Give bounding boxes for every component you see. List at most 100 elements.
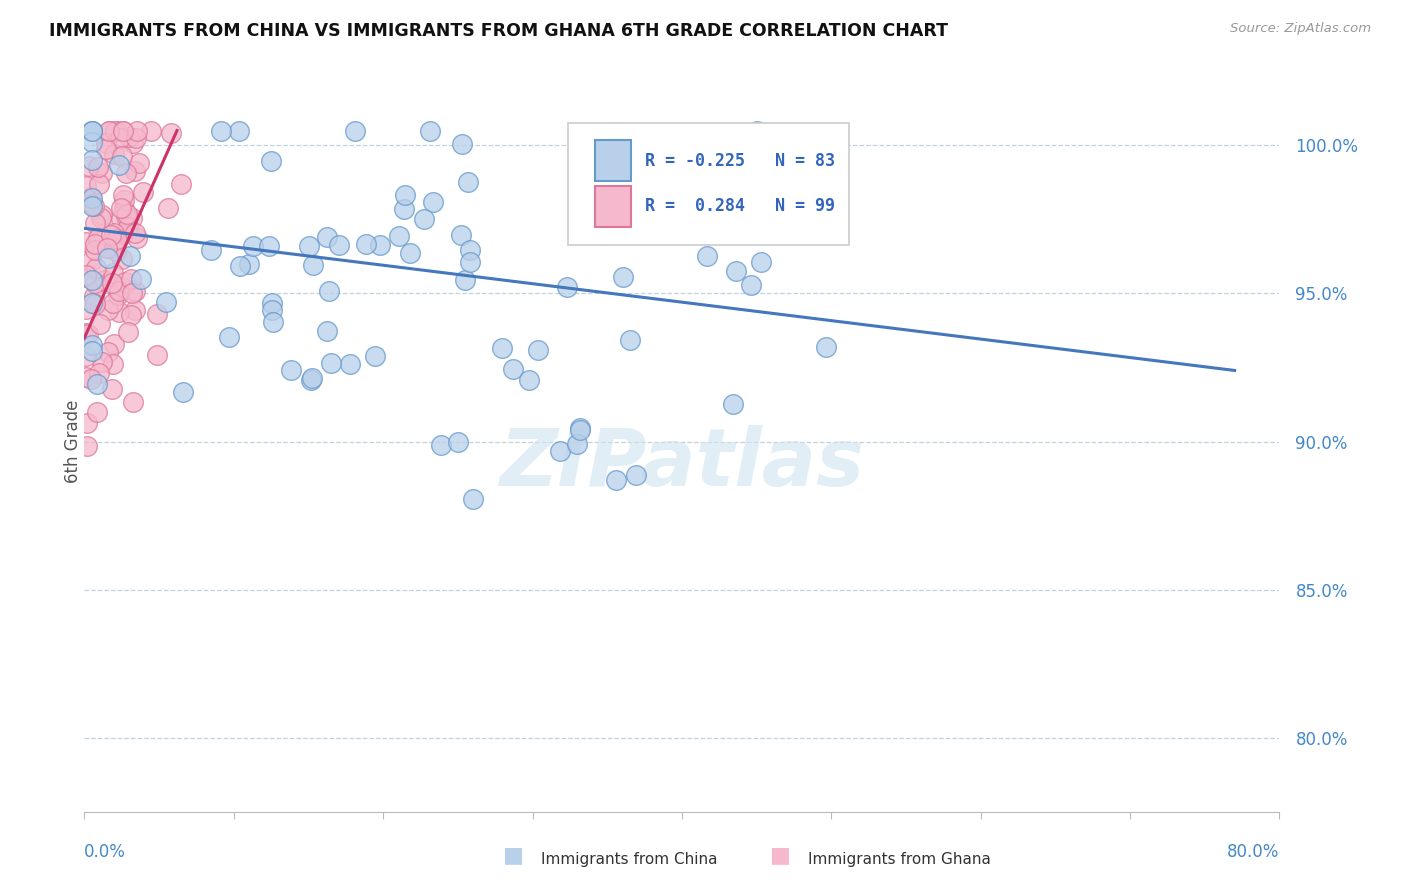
Point — [80, 337, 103, 351]
Point — [419, 123, 441, 137]
Point — [354, 237, 377, 252]
Point — [77, 327, 100, 342]
Point — [114, 166, 136, 180]
Point — [447, 434, 470, 449]
Point — [262, 315, 284, 329]
Point — [80, 343, 103, 358]
Point — [228, 260, 250, 274]
Point — [125, 131, 148, 145]
Point — [112, 227, 135, 242]
Point — [457, 175, 479, 189]
Point — [568, 420, 591, 434]
Point — [209, 123, 232, 137]
Bar — [595, 186, 630, 227]
Point — [125, 123, 148, 137]
Point — [155, 294, 177, 309]
Point — [90, 166, 112, 180]
Point — [97, 123, 120, 137]
Point — [80, 153, 103, 168]
Point — [80, 123, 103, 137]
Point — [568, 423, 591, 437]
Point — [422, 194, 444, 209]
Point — [108, 285, 131, 299]
Point — [111, 188, 134, 202]
Point — [548, 444, 571, 458]
Point — [458, 243, 481, 257]
Point — [86, 260, 108, 275]
Point — [316, 229, 339, 244]
Point — [567, 437, 589, 451]
Point — [124, 163, 146, 178]
Point — [96, 241, 118, 255]
Point — [260, 153, 283, 168]
Point — [103, 267, 125, 281]
Point — [101, 276, 124, 290]
Point — [75, 370, 97, 384]
Point — [84, 244, 107, 258]
Point — [103, 147, 125, 161]
Point — [96, 142, 118, 156]
Text: R = -0.225   N = 83: R = -0.225 N = 83 — [645, 152, 835, 169]
Point — [368, 238, 391, 252]
Point — [502, 362, 524, 376]
Point — [257, 239, 280, 253]
Point — [117, 219, 139, 234]
Point — [619, 333, 641, 347]
Point — [90, 211, 112, 225]
Point — [84, 276, 107, 290]
Point — [218, 330, 240, 344]
Point — [555, 280, 578, 294]
Point — [145, 307, 167, 321]
Point — [461, 491, 484, 506]
Point — [132, 185, 155, 199]
Point — [83, 199, 105, 213]
Point — [107, 305, 129, 319]
Point — [120, 271, 142, 285]
Point — [388, 229, 411, 244]
Point — [83, 297, 105, 311]
Point — [80, 136, 103, 150]
Point — [735, 210, 758, 224]
Point — [80, 296, 103, 310]
Point — [319, 356, 342, 370]
Point — [76, 438, 98, 452]
Point — [262, 296, 284, 310]
Point — [75, 235, 97, 249]
Point — [339, 357, 361, 371]
Point — [75, 326, 97, 340]
Point — [238, 257, 260, 271]
Point — [91, 354, 114, 368]
Point — [228, 123, 250, 137]
Point — [79, 254, 101, 268]
Point — [87, 160, 110, 174]
Point — [110, 212, 132, 227]
Point — [595, 206, 617, 220]
Text: R =  0.284   N = 99: R = 0.284 N = 99 — [645, 197, 835, 216]
Point — [121, 211, 143, 225]
Point — [139, 123, 162, 137]
Point — [280, 362, 302, 376]
Y-axis label: 6th Grade: 6th Grade — [65, 400, 82, 483]
Point — [79, 159, 101, 173]
Point — [80, 371, 103, 385]
Point — [112, 193, 135, 207]
Point — [83, 289, 105, 303]
Point — [121, 285, 143, 300]
Point — [125, 231, 148, 245]
Point — [302, 258, 325, 272]
Point — [451, 136, 474, 151]
Point — [413, 211, 436, 226]
Point — [104, 123, 127, 137]
Point — [117, 207, 139, 221]
Point — [103, 296, 125, 310]
Point — [87, 231, 110, 245]
Text: 0.0%: 0.0% — [84, 843, 127, 861]
Point — [101, 357, 124, 371]
Text: Immigrants from China: Immigrants from China — [541, 852, 718, 867]
Point — [160, 126, 183, 140]
Point — [100, 228, 122, 243]
Text: ■: ■ — [503, 846, 523, 865]
Point — [75, 269, 97, 284]
Point — [328, 238, 350, 252]
Point — [458, 255, 481, 269]
